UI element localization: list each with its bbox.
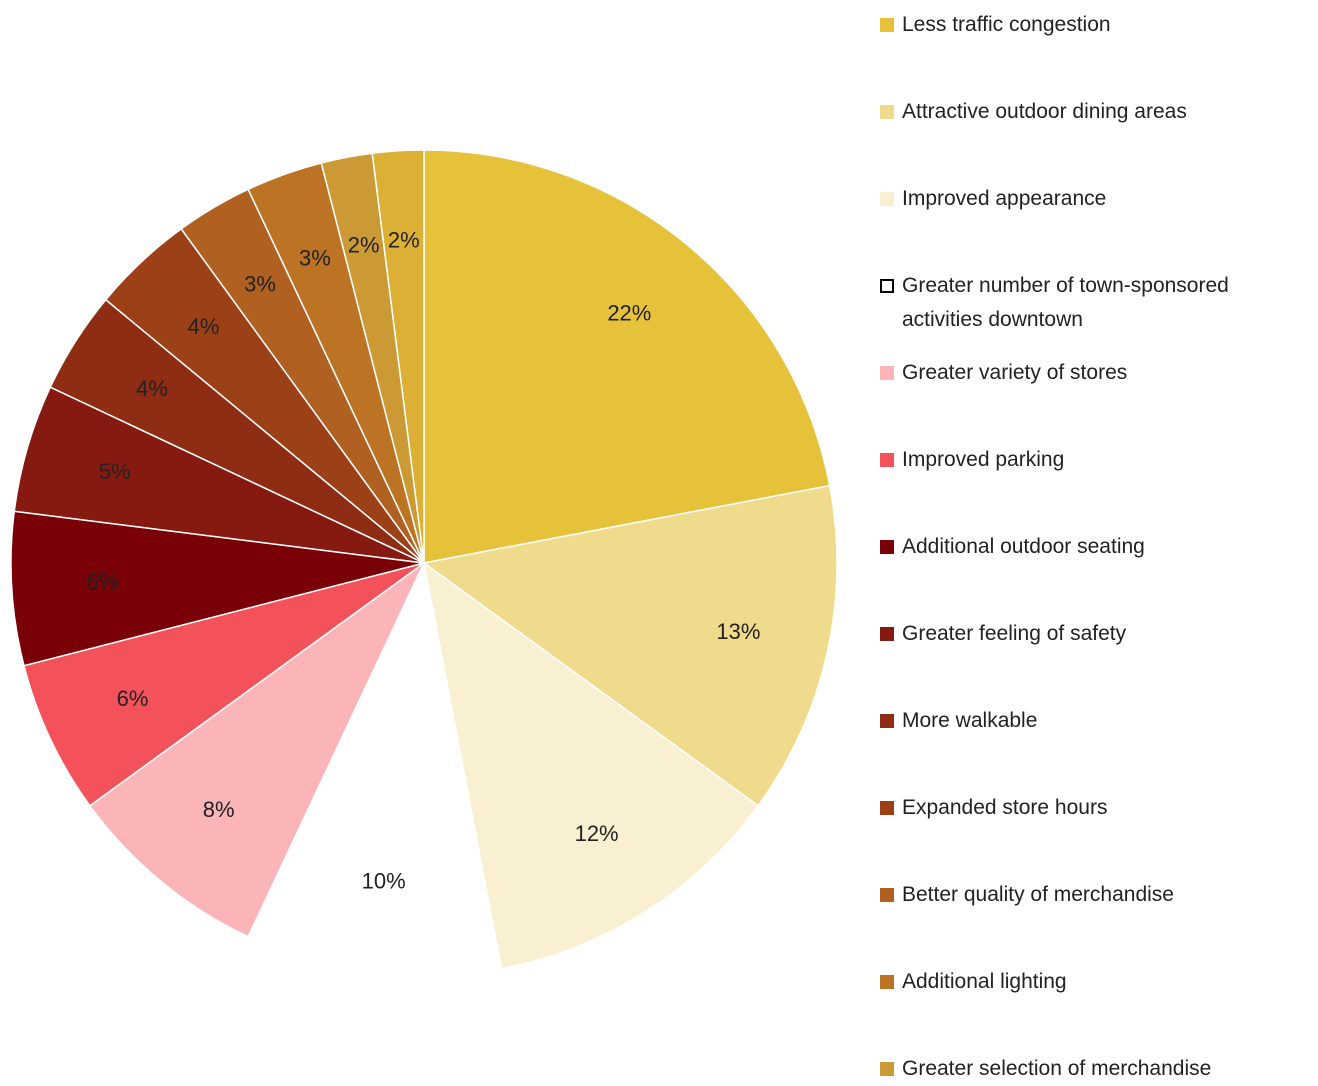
legend-swatch	[880, 714, 894, 728]
data-label: 2%	[348, 232, 380, 257]
legend-item: Greater selection of merchandise	[880, 1052, 1310, 1086]
data-label: 3%	[244, 272, 276, 297]
legend-label: Expanded store hours	[902, 796, 1108, 819]
data-label: 22%	[607, 301, 651, 326]
data-label: 4%	[188, 314, 220, 339]
pie-slice	[423, 149, 831, 564]
legend-swatch	[880, 801, 894, 815]
data-label: 6%	[87, 569, 119, 594]
legend-item: Greater variety of stores	[880, 356, 1310, 390]
pie-slice	[371, 149, 425, 564]
data-label: 2%	[388, 227, 420, 252]
legend-item: Additional outdoor seating	[880, 530, 1310, 564]
legend-item: Improved appearance	[880, 182, 1310, 216]
data-label: 6%	[117, 686, 149, 711]
legend-label: Greater selection of merchandise	[902, 1057, 1212, 1080]
pie-slice	[23, 562, 425, 807]
chart: 22% 13% 12% 10% 8% 6% 6% 5% 4% 4% 3% 3% 2% 2%	[10, 149, 838, 977]
legend-item: Additional lighting	[880, 965, 1310, 999]
legend-label: Greater variety of stores	[902, 361, 1128, 384]
legend-label: Greater feeling of safety	[902, 622, 1127, 645]
legend-label: Better quality of merchandise	[902, 883, 1174, 906]
data-label: 3%	[299, 246, 331, 271]
data-label: 12%	[575, 821, 619, 846]
legend-swatch	[880, 627, 894, 641]
legend-swatch	[880, 888, 894, 902]
legend-item: Greater number of town-sponsored activit…	[880, 269, 1310, 337]
legend-item: More walkable	[880, 704, 1310, 738]
pie-slice	[10, 510, 425, 667]
data-label: 8%	[203, 797, 235, 822]
legend-swatch	[880, 540, 894, 554]
pie-slice	[422, 561, 760, 970]
legend-swatch	[880, 366, 894, 380]
legend-swatch	[880, 279, 894, 293]
pie-slice	[88, 562, 425, 938]
data-label: 13%	[716, 619, 760, 644]
legend-item: Expanded store hours	[880, 791, 1310, 825]
data-label: 5%	[99, 459, 131, 484]
legend-swatch	[880, 192, 894, 206]
legend-label: Improved parking	[902, 448, 1065, 471]
legend-swatch	[880, 1062, 894, 1076]
legend-swatch	[880, 105, 894, 119]
legend-item: Improved parking	[880, 443, 1310, 477]
legend-item: Better quality of merchandise	[880, 878, 1310, 912]
legend-label: Improved appearance	[902, 187, 1107, 210]
legend-label: More walkable	[902, 709, 1038, 732]
pie-slice	[422, 484, 838, 807]
legend-label: Less traffic congestion	[902, 13, 1111, 36]
legend-label: Attractive outdoor dining areas	[902, 100, 1187, 123]
legend-item: Attractive outdoor dining areas	[880, 95, 1310, 129]
legend-label: Additional outdoor seating	[902, 535, 1145, 558]
legend-label: Greater number of town-sponsored activit…	[902, 274, 1229, 331]
legend-swatch	[880, 975, 894, 989]
legend-swatch	[880, 18, 894, 32]
legend-label: Additional lighting	[902, 970, 1067, 993]
legend-item: Less traffic congestion	[880, 8, 1310, 42]
data-label: 4%	[136, 376, 168, 401]
pie-slice	[247, 560, 503, 977]
data-label: 10%	[362, 868, 406, 893]
legend-item: Greater feeling of safety	[880, 617, 1310, 651]
legend-swatch	[880, 453, 894, 467]
